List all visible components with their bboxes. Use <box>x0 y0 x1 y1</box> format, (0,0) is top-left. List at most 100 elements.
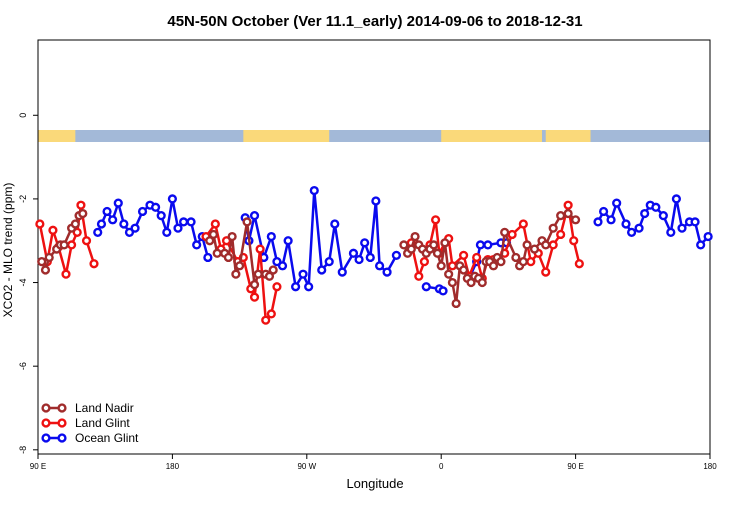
data-point <box>66 240 77 250</box>
data-point <box>81 236 92 246</box>
data-point <box>651 202 661 212</box>
series-line <box>38 203 96 276</box>
x-tick-label: 90 W <box>297 462 316 471</box>
data-point <box>208 229 219 240</box>
land-band <box>243 130 330 142</box>
data-point <box>419 257 430 267</box>
data-point <box>130 223 140 233</box>
data-point <box>330 219 340 229</box>
data-point <box>432 248 443 258</box>
data-point <box>61 269 71 279</box>
data-point <box>634 223 644 233</box>
data-point <box>399 240 409 250</box>
data-point <box>272 282 282 292</box>
data-point <box>360 238 370 248</box>
y-tick-label: -4 <box>18 279 28 287</box>
data-point <box>242 217 252 227</box>
data-point <box>612 198 622 208</box>
data-point <box>268 265 278 275</box>
data-point <box>483 240 493 250</box>
data-point <box>212 248 222 258</box>
y-tick-label: -2 <box>18 195 28 203</box>
legend-marker <box>41 418 51 428</box>
data-point <box>563 208 573 219</box>
data-point <box>317 265 327 275</box>
data-point <box>192 240 202 250</box>
data-point <box>324 257 334 267</box>
data-point <box>511 252 521 263</box>
data-point <box>298 269 308 279</box>
data-point <box>266 309 276 319</box>
ocean-band <box>38 130 710 142</box>
data-point <box>266 231 276 242</box>
series-ocean-glint <box>93 185 713 296</box>
data-point <box>563 200 573 210</box>
data-point <box>261 315 271 325</box>
data-point <box>186 217 196 227</box>
data-point <box>459 265 469 275</box>
data-point <box>40 265 51 275</box>
data-point <box>606 215 616 225</box>
data-point <box>391 250 402 260</box>
data-point <box>541 267 551 277</box>
data-point <box>421 282 431 292</box>
data-point <box>666 227 676 237</box>
data-point <box>304 282 314 292</box>
legend-marker <box>57 433 67 443</box>
data-point <box>119 219 129 229</box>
data-point <box>371 196 381 206</box>
data-point <box>375 261 385 271</box>
data-point <box>570 215 581 225</box>
data-point <box>451 298 461 309</box>
data-point <box>696 240 706 250</box>
legend-marker <box>41 433 51 443</box>
data-point <box>264 271 275 281</box>
data-point <box>108 215 118 225</box>
data-point <box>598 206 609 217</box>
data-point <box>440 238 450 248</box>
data-point <box>76 200 86 210</box>
data-point <box>337 267 347 277</box>
data-point <box>70 219 80 229</box>
land-band <box>441 130 542 142</box>
data-point <box>291 282 301 292</box>
data-point <box>137 206 148 217</box>
data-point <box>309 185 319 196</box>
data-point <box>72 227 82 237</box>
data-point <box>283 236 293 246</box>
data-point <box>78 208 88 219</box>
data-point <box>37 257 47 267</box>
data-point <box>518 257 528 267</box>
legend-marker <box>57 403 67 413</box>
data-point <box>249 280 260 290</box>
data-point <box>156 211 166 221</box>
data-point <box>541 240 551 250</box>
data-point <box>522 240 532 250</box>
data-point <box>203 252 213 263</box>
data-point <box>59 240 69 250</box>
data-point <box>621 219 631 229</box>
data-point <box>690 217 700 227</box>
data-point <box>205 236 215 246</box>
legend-marker <box>57 418 67 428</box>
data-point <box>179 217 189 227</box>
x-tick-label: 0 <box>439 462 444 471</box>
y-tick-label: -6 <box>18 362 28 370</box>
x-tick-label: 180 <box>703 462 717 471</box>
data-point <box>436 261 446 271</box>
legend-label: Land Glint <box>75 416 130 430</box>
plot-frame <box>37 39 711 455</box>
data-point <box>272 257 282 267</box>
data-point <box>235 261 245 271</box>
data-point <box>677 223 687 233</box>
data-point <box>459 250 469 260</box>
data-point <box>431 215 441 225</box>
data-point <box>354 254 364 265</box>
land-band <box>545 130 591 142</box>
data-point <box>703 231 713 242</box>
data-point <box>569 236 579 246</box>
data-point <box>102 206 112 217</box>
data-point <box>640 208 650 219</box>
